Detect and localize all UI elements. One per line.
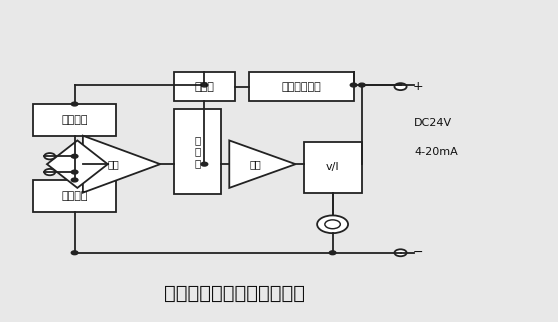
Circle shape — [359, 83, 365, 87]
FancyBboxPatch shape — [33, 180, 116, 212]
Circle shape — [201, 83, 208, 87]
Circle shape — [71, 154, 78, 158]
Text: 放大: 放大 — [250, 159, 262, 169]
Text: 反接限流保护: 反接限流保护 — [281, 82, 321, 92]
Text: 断偶保护: 断偶保护 — [61, 115, 88, 125]
Circle shape — [71, 102, 78, 106]
Text: v/I: v/I — [326, 162, 340, 172]
Polygon shape — [229, 140, 296, 188]
Circle shape — [325, 220, 340, 229]
Circle shape — [44, 153, 55, 159]
Text: DC24V: DC24V — [415, 118, 453, 128]
Text: 基准源: 基准源 — [195, 82, 214, 92]
Circle shape — [71, 170, 78, 174]
Circle shape — [350, 83, 357, 87]
FancyBboxPatch shape — [33, 104, 116, 136]
Text: 线
性
化: 线 性 化 — [194, 135, 201, 168]
Text: +: + — [413, 80, 424, 93]
Circle shape — [71, 251, 78, 255]
Text: 放大: 放大 — [108, 159, 120, 169]
Text: 冷端补偿: 冷端补偿 — [61, 191, 88, 201]
FancyBboxPatch shape — [249, 72, 354, 101]
Circle shape — [71, 178, 78, 182]
Circle shape — [44, 169, 55, 175]
Text: −: − — [413, 246, 423, 259]
Polygon shape — [47, 140, 108, 188]
Circle shape — [395, 83, 407, 90]
Circle shape — [395, 249, 407, 256]
Circle shape — [317, 215, 348, 233]
Polygon shape — [83, 136, 160, 193]
FancyBboxPatch shape — [304, 142, 362, 193]
Text: 4-20mA: 4-20mA — [415, 147, 458, 156]
Circle shape — [329, 251, 336, 255]
FancyBboxPatch shape — [174, 72, 235, 101]
FancyBboxPatch shape — [174, 109, 221, 194]
Text: 热电偶温度变送器原理框图: 热电偶温度变送器原理框图 — [164, 284, 305, 303]
Circle shape — [201, 162, 208, 166]
